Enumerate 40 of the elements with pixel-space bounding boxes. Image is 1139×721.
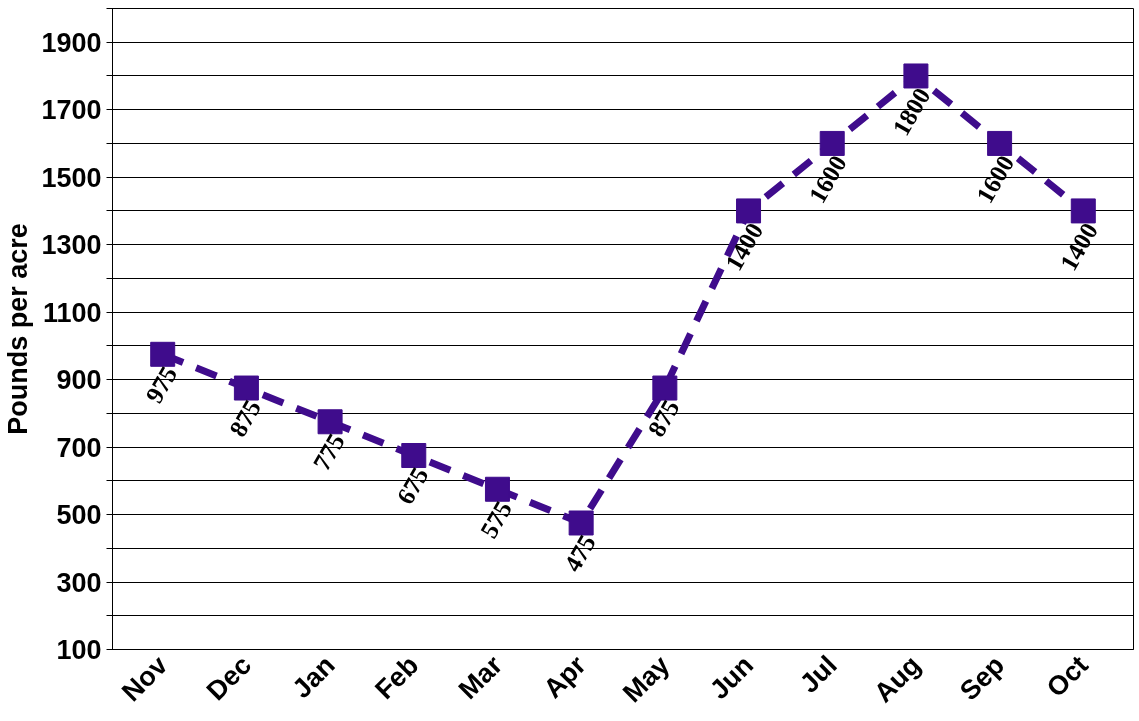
point [401, 443, 427, 469]
data-label: 975 [140, 361, 183, 408]
y-tick-label: 500 [56, 500, 102, 531]
x-tick-label: Oct [1040, 649, 1094, 703]
data-label: 875 [642, 395, 685, 442]
point [484, 476, 510, 502]
y-tick-label: 1300 [41, 230, 102, 261]
x-tick-label: Nov [116, 649, 174, 708]
x-tick-label: Apr [537, 649, 593, 704]
x-tick-label: Sep [953, 649, 1011, 707]
y-tick-label: 1100 [42, 297, 102, 328]
y-tick-label: 700 [56, 432, 102, 463]
point [819, 130, 845, 156]
data-label: 575 [475, 496, 518, 543]
point [568, 510, 594, 536]
point [987, 130, 1013, 156]
y-tick-label: 900 [56, 365, 102, 396]
data-label: 675 [391, 462, 434, 509]
y-tick-label: 100 [56, 635, 102, 665]
point [736, 198, 762, 224]
x-tick-label: Feb [369, 649, 425, 706]
x-tick-label: Dec [200, 649, 258, 707]
data-label: 875 [223, 395, 267, 442]
point [150, 341, 176, 367]
x-tick-label: Mar [452, 649, 509, 706]
point [903, 63, 929, 89]
x-tick-label: Jun [703, 649, 760, 706]
y-tick-label: 1900 [41, 27, 102, 58]
point [317, 409, 343, 435]
data-label: 475 [558, 530, 601, 577]
point [1070, 198, 1096, 224]
y-tick-label: 1500 [41, 162, 102, 193]
x-tick-label: Jul [794, 649, 843, 699]
y-tick-label: 1700 [41, 95, 102, 126]
y-tick-label: 300 [56, 567, 102, 598]
point [652, 375, 678, 401]
point [233, 375, 259, 401]
y-axis-title: Pounds per acre [3, 223, 34, 435]
x-tick-label: Jan [286, 649, 341, 704]
data-label: 775 [307, 429, 350, 475]
